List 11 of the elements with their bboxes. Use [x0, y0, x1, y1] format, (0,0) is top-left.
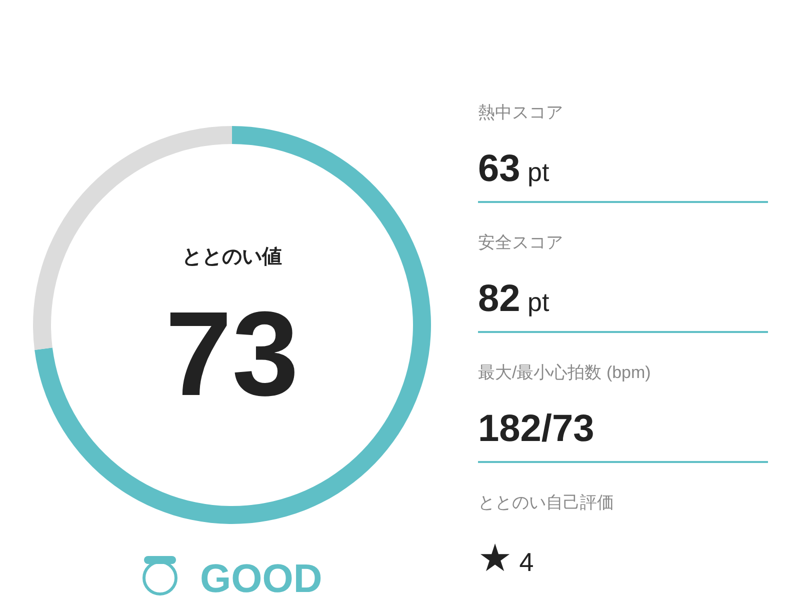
text: 熱中スコア — [478, 103, 563, 122]
text: 最大/最小心拍数 (bpm) — [478, 363, 651, 382]
text: 安全スコア — [478, 233, 563, 252]
text: GOOD — [200, 557, 322, 600]
text: 63 pt — [478, 148, 550, 190]
text: 82 pt — [478, 278, 550, 320]
data-label: 73 — [165, 287, 299, 421]
text: ★ 4 — [478, 538, 534, 580]
text: ととのい値 — [182, 246, 282, 268]
text: 182/73 — [478, 408, 594, 450]
text: ととのい自己評価 — [478, 493, 614, 512]
